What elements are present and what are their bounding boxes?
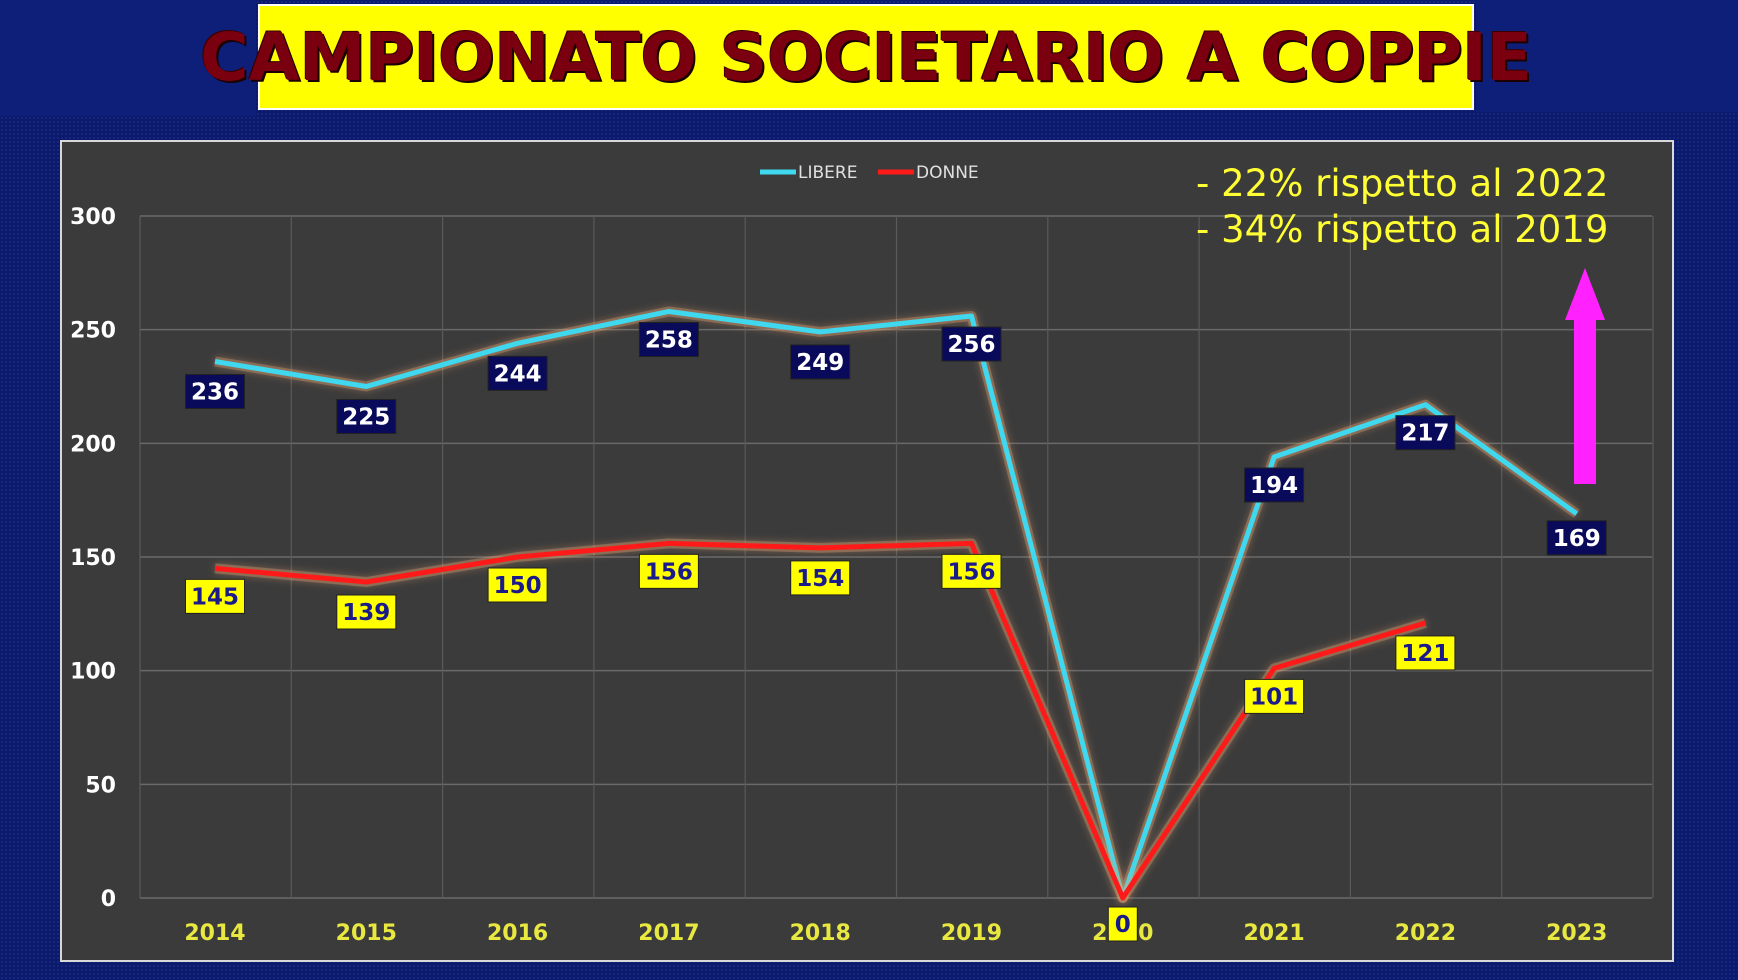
- arrow-icon: [1565, 268, 1605, 484]
- legend: LIBERE DONNE: [760, 163, 979, 183]
- banner-right: [1476, 0, 1738, 112]
- note-2022: - 22% rispetto al 2022: [1196, 162, 1609, 205]
- arrow-head: [1565, 268, 1605, 320]
- y-axis: 0 50 100 150 200 250 300: [70, 205, 116, 912]
- data-label-libere: 249: [796, 350, 844, 376]
- data-label-libere: 256: [947, 332, 995, 358]
- data-label-donne: 101: [1250, 684, 1298, 710]
- data-label-bg: [185, 578, 245, 614]
- chart-title: CAMPIONATO SOCIETARIO A COPPIE: [200, 18, 1532, 96]
- y-tick-label: 200: [70, 432, 116, 457]
- y-tick-label: 100: [70, 660, 116, 685]
- data-label-libere: 225: [342, 405, 390, 431]
- x-tick-label: 2023: [1546, 921, 1607, 946]
- data-label-libere: 236: [191, 379, 239, 405]
- data-label-bg: [941, 326, 1002, 362]
- data-label-libere: 194: [1250, 473, 1298, 499]
- data-label-bg: [790, 344, 851, 380]
- data-label-bg: [1244, 678, 1305, 714]
- data-label-bg: [941, 553, 1002, 589]
- y-tick-label: 300: [70, 205, 116, 230]
- series-glow-libere: [214, 306, 1580, 903]
- data-label-donne: 154: [796, 566, 844, 592]
- series-line-donne: [214, 540, 1427, 901]
- data-label-libere: 258: [645, 327, 693, 353]
- data-label-donne: 156: [947, 559, 995, 585]
- y-tick-label: 150: [70, 546, 116, 571]
- data-label-bg: [336, 399, 397, 434]
- data-label-bg: [638, 553, 699, 589]
- series-glow-donne: [214, 538, 1427, 903]
- data-label-donne: 139: [342, 600, 390, 626]
- banner-left: [0, 0, 256, 116]
- y-tick-label: 50: [85, 773, 116, 798]
- legend-label: LIBERE: [798, 163, 857, 183]
- x-axis: 2014201520162017201820192020202120222023: [184, 921, 1607, 946]
- data-label-libere: 244: [494, 361, 542, 387]
- title-box: CAMPIONATO SOCIETARIO A COPPIE: [200, 4, 1532, 110]
- series-line-libere: [214, 308, 1579, 901]
- data-label-donne: 150: [494, 573, 542, 599]
- data-label-bg: [1107, 906, 1138, 942]
- arrow-shaft: [1574, 318, 1596, 484]
- x-tick-label: 2014: [184, 921, 245, 946]
- data-label-bg: [1244, 467, 1305, 503]
- data-label-bg: [1395, 635, 1456, 671]
- legend-label: DONNE: [916, 163, 979, 183]
- grid: [139, 215, 1654, 899]
- data-label-libere: 169: [1553, 526, 1601, 552]
- data-label-bg: [336, 594, 397, 630]
- data-label-bg: [638, 321, 699, 357]
- x-tick-label: 2022: [1395, 921, 1456, 946]
- data-label-bg: [487, 355, 548, 391]
- data-label-bg: [1546, 520, 1607, 556]
- note-2019: - 34% rispetto al 2019: [1196, 208, 1609, 251]
- x-tick-label: 2018: [790, 921, 851, 946]
- data-label-donne: 156: [645, 559, 693, 585]
- x-tick-label: 2015: [336, 921, 397, 946]
- data-label-donne: 121: [1401, 641, 1449, 667]
- x-tick-label: 2019: [941, 921, 1002, 946]
- data-labels: 236 225 244 258 249 256 194 217 169 145 139 150 156 1…: [185, 321, 1607, 942]
- data-label-donne: 0: [1115, 912, 1131, 938]
- data-label-donne: 145: [191, 584, 239, 610]
- y-tick-label: 0: [101, 887, 116, 912]
- x-tick-label: 2016: [487, 921, 548, 946]
- data-label-bg: [790, 560, 851, 596]
- y-tick-label: 250: [70, 319, 116, 344]
- data-label-bg: [185, 373, 245, 409]
- x-tick-label: 2021: [1243, 921, 1304, 946]
- data-label-libere: 217: [1401, 421, 1449, 447]
- series-lines: [214, 306, 1580, 903]
- data-label-bg: [1395, 415, 1456, 451]
- x-tick-label: 2017: [638, 921, 699, 946]
- data-label-bg: [487, 567, 548, 603]
